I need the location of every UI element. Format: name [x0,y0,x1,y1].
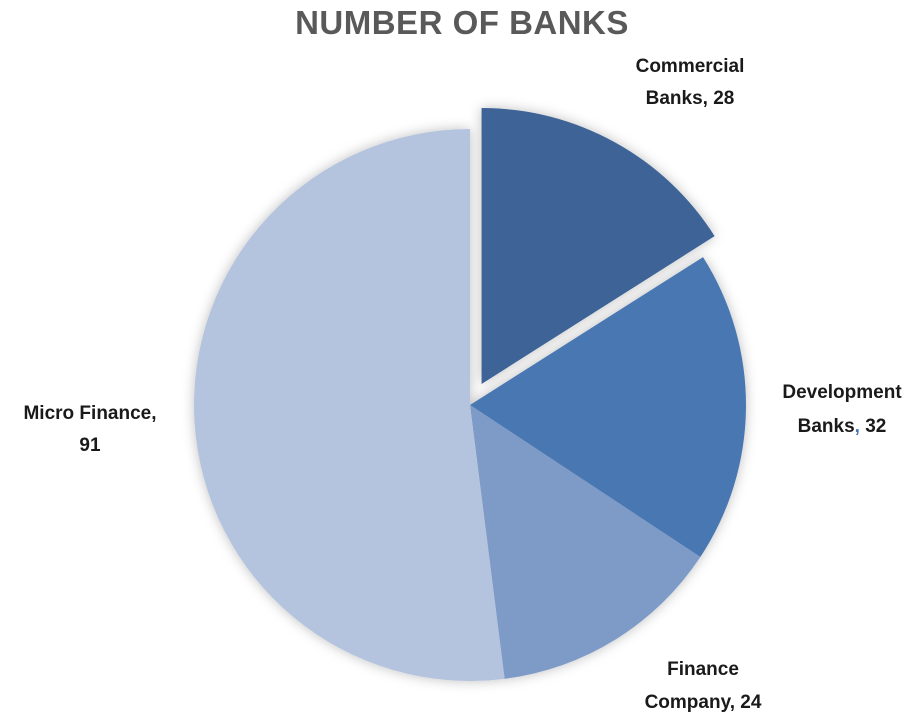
slice-finance-company [470,405,701,679]
slice-label-finance-company: Finance Company, 24 [645,659,762,713]
chart-title: NUMBER OF BANKS [295,4,629,41]
svg-text:91: 91 [79,435,101,456]
svg-text:Banks, 32: Banks, 32 [798,416,887,437]
svg-text:Company, 24: Company, 24 [645,692,762,713]
svg-text:Commercial: Commercial [636,56,745,77]
slice-development-banks [470,257,746,558]
svg-text:Micro Finance,: Micro Finance, [23,403,156,424]
slice-micro-finance [194,128,505,681]
slice-commercial-banks [481,107,715,384]
slice-label-micro-finance: Micro Finance, 91 [23,403,156,456]
svg-text:Banks, 28: Banks, 28 [646,88,735,109]
slice-label-commercial-banks: Commercial Banks, 28 [636,56,745,109]
svg-text:Finance: Finance [667,659,739,680]
slice-label-development-banks: Development Banks, 32 [782,382,902,437]
svg-text:Development: Development [782,382,902,403]
